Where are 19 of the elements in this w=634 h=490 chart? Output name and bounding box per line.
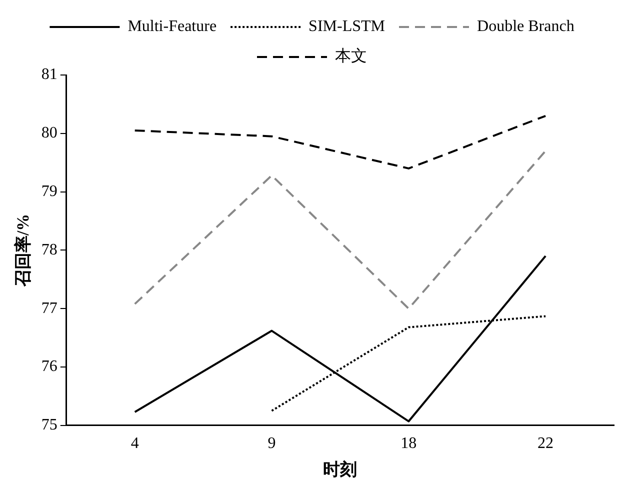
legend-label: 本文 xyxy=(335,47,367,66)
x-tick-label: 4 xyxy=(130,435,139,452)
y-tick-label: 80 xyxy=(41,124,58,142)
legend-label: SIM-LSTM xyxy=(308,18,386,36)
legend-label: Multi-Feature xyxy=(128,18,217,36)
y-axis-title: 召回率/% xyxy=(14,214,33,288)
y-tick-label: 78 xyxy=(41,241,58,258)
legend-label: Double Branch xyxy=(477,18,574,36)
y-tick-label: 77 xyxy=(41,300,58,317)
x-tick-label: 22 xyxy=(538,435,554,452)
y-tick-label: 75 xyxy=(41,416,58,434)
line-series xyxy=(134,114,547,170)
y-tick-label: 76 xyxy=(41,358,58,376)
y-tick-label: 81 xyxy=(41,66,58,84)
x-tick-label: 18 xyxy=(400,435,417,452)
line-series xyxy=(134,150,547,310)
x-axis-title: 时刻 xyxy=(323,460,358,480)
x-tick-label: 9 xyxy=(268,435,276,452)
y-tick-label: 79 xyxy=(41,183,58,200)
